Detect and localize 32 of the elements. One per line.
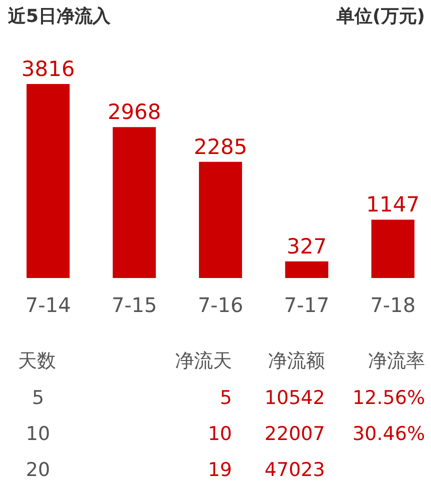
text: 5: [220, 387, 232, 409]
bar: [285, 261, 328, 278]
text: 5: [32, 387, 44, 409]
data-label: 1147: [366, 192, 420, 217]
bar: [112, 127, 156, 278]
text: 30.46%: [352, 423, 425, 445]
text: 47023: [264, 459, 325, 481]
chart-title: 近5日净流入: [7, 6, 112, 27]
x-tick-label: 7-16: [198, 293, 244, 318]
data-label: 327: [286, 234, 327, 258]
x-tick-label: 7-17: [284, 293, 330, 318]
x-tick-label: 7-18: [370, 293, 416, 318]
text: 22007: [264, 423, 325, 445]
x-tick-label: 7-14: [25, 293, 71, 318]
data-label: 2285: [194, 134, 248, 159]
bar: [26, 84, 70, 278]
x-tick-label: 7-15: [112, 293, 157, 318]
text: 20: [26, 459, 50, 481]
text: 10: [26, 423, 50, 445]
text: 12.56%: [352, 387, 425, 409]
category-label: 净流率: [368, 350, 425, 372]
category-label: 净流额: [268, 350, 325, 372]
text: 10: [208, 423, 232, 445]
bar: [371, 220, 414, 278]
data-label: 2968: [108, 100, 162, 124]
category-label: 净流天: [175, 350, 232, 372]
text: 10542: [264, 387, 325, 409]
data-label: 3816: [21, 57, 75, 81]
category-label: 天数: [18, 350, 56, 372]
text: 19: [208, 459, 232, 481]
bar: [198, 162, 242, 278]
chart-subtitle: 单位(万元): [336, 6, 425, 27]
